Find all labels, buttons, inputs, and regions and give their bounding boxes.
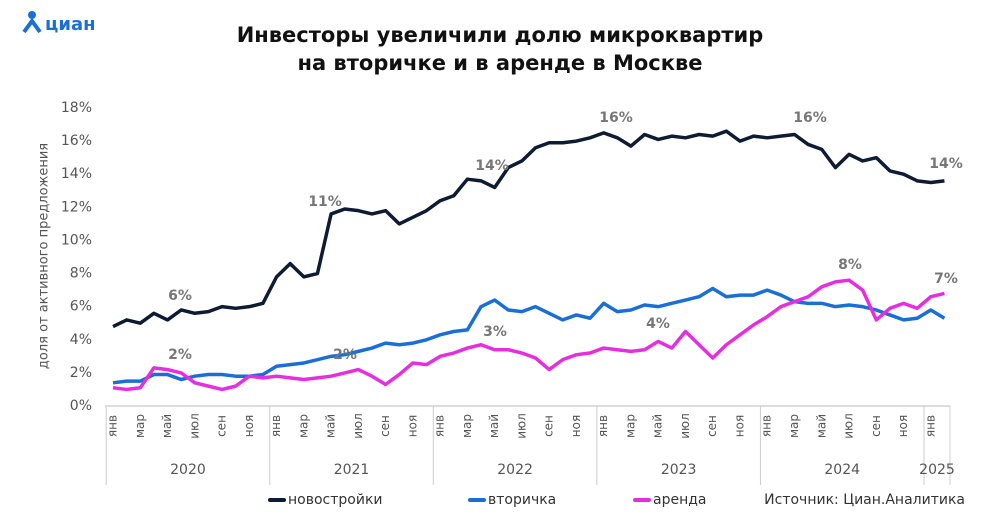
x-tick-label: май (814, 414, 828, 438)
source: Источник: Циан.Аналитика (764, 492, 965, 508)
annotation: 4% (646, 316, 670, 332)
annotation: 16% (599, 110, 633, 126)
year-label: 2025 (919, 462, 955, 478)
x-tick-label: сен (705, 415, 719, 437)
x-tick-label: янв (269, 415, 283, 437)
x-tick-label: июл (842, 413, 856, 439)
x-tick-label: сен (869, 415, 883, 437)
x-tick-label: янв (596, 415, 610, 437)
year-label: 2022 (497, 462, 533, 478)
y-tick-label: 16% (61, 133, 92, 149)
legend-label: вторичка (488, 492, 556, 508)
y-tick-label: 8% (70, 266, 92, 282)
x-tick-label: июл (187, 413, 201, 439)
logo: циан (22, 11, 96, 35)
y-tick-label: 2% (70, 365, 92, 381)
y-tick-label: 6% (70, 299, 92, 315)
chart-title: на вторичке и в аренде в Москве (297, 51, 702, 75)
y-tick-label: 12% (61, 199, 92, 215)
x-tick-label: ноя (405, 415, 419, 437)
year-label: 2024 (824, 462, 860, 478)
y-axis-label: доля от активного предложения (37, 143, 52, 369)
x-tick-label: янв (106, 415, 120, 437)
year-label: 2020 (170, 462, 206, 478)
annotation: 8% (838, 257, 862, 273)
x-tick-label: июл (514, 413, 528, 439)
x-tick-label: ноя (732, 415, 746, 437)
series-line (112, 129, 945, 329)
x-tick-label: май (324, 414, 338, 438)
chart-title: Инвесторы увеличили долю микроквартир (237, 23, 764, 47)
legend-label: аренда (653, 492, 707, 508)
y-tick-label: 0% (70, 398, 92, 414)
annotation: 2% (168, 347, 192, 363)
x-tick-label: сен (542, 415, 556, 437)
logo-text: циан (45, 14, 96, 35)
annotation: 3% (483, 324, 507, 340)
x-tick-label: май (160, 414, 174, 438)
x-tick-label: мар (133, 414, 147, 438)
x-tick-label: ноя (896, 415, 910, 437)
annotation: 7% (934, 271, 958, 287)
x-tick-label: янв (760, 415, 774, 437)
annotation: 6% (168, 288, 192, 304)
x-tick-label: мар (460, 414, 474, 438)
annotation: 14% (475, 158, 509, 174)
series-line (112, 278, 945, 392)
year-label: 2023 (661, 462, 697, 478)
x-tick-label: янв (923, 415, 937, 437)
y-tick-label: 4% (70, 332, 92, 348)
x-tick-label: мар (787, 414, 801, 438)
annotation: 2% (333, 347, 357, 363)
x-tick-label: май (487, 414, 501, 438)
annotation: 14% (929, 156, 963, 172)
x-tick-label: сен (378, 415, 392, 437)
x-tick-label: мар (296, 414, 310, 438)
x-tick-label: ноя (569, 415, 583, 437)
x-tick-label: сен (215, 415, 229, 437)
annotation: 16% (793, 110, 827, 126)
x-tick-label: май (651, 414, 665, 438)
x-tick-label: мар (623, 414, 637, 438)
x-tick-label: янв (433, 415, 447, 437)
y-tick-label: 18% (61, 100, 92, 116)
y-tick-label: 10% (61, 232, 92, 248)
x-tick-label: июл (351, 413, 365, 439)
series-line (112, 286, 946, 385)
x-tick-label: ноя (242, 415, 256, 437)
year-label: 2021 (334, 462, 370, 478)
legend-label: новостройки (288, 492, 383, 508)
x-tick-label: июл (678, 413, 692, 439)
y-tick-label: 14% (61, 166, 92, 182)
annotation: 11% (308, 194, 342, 210)
